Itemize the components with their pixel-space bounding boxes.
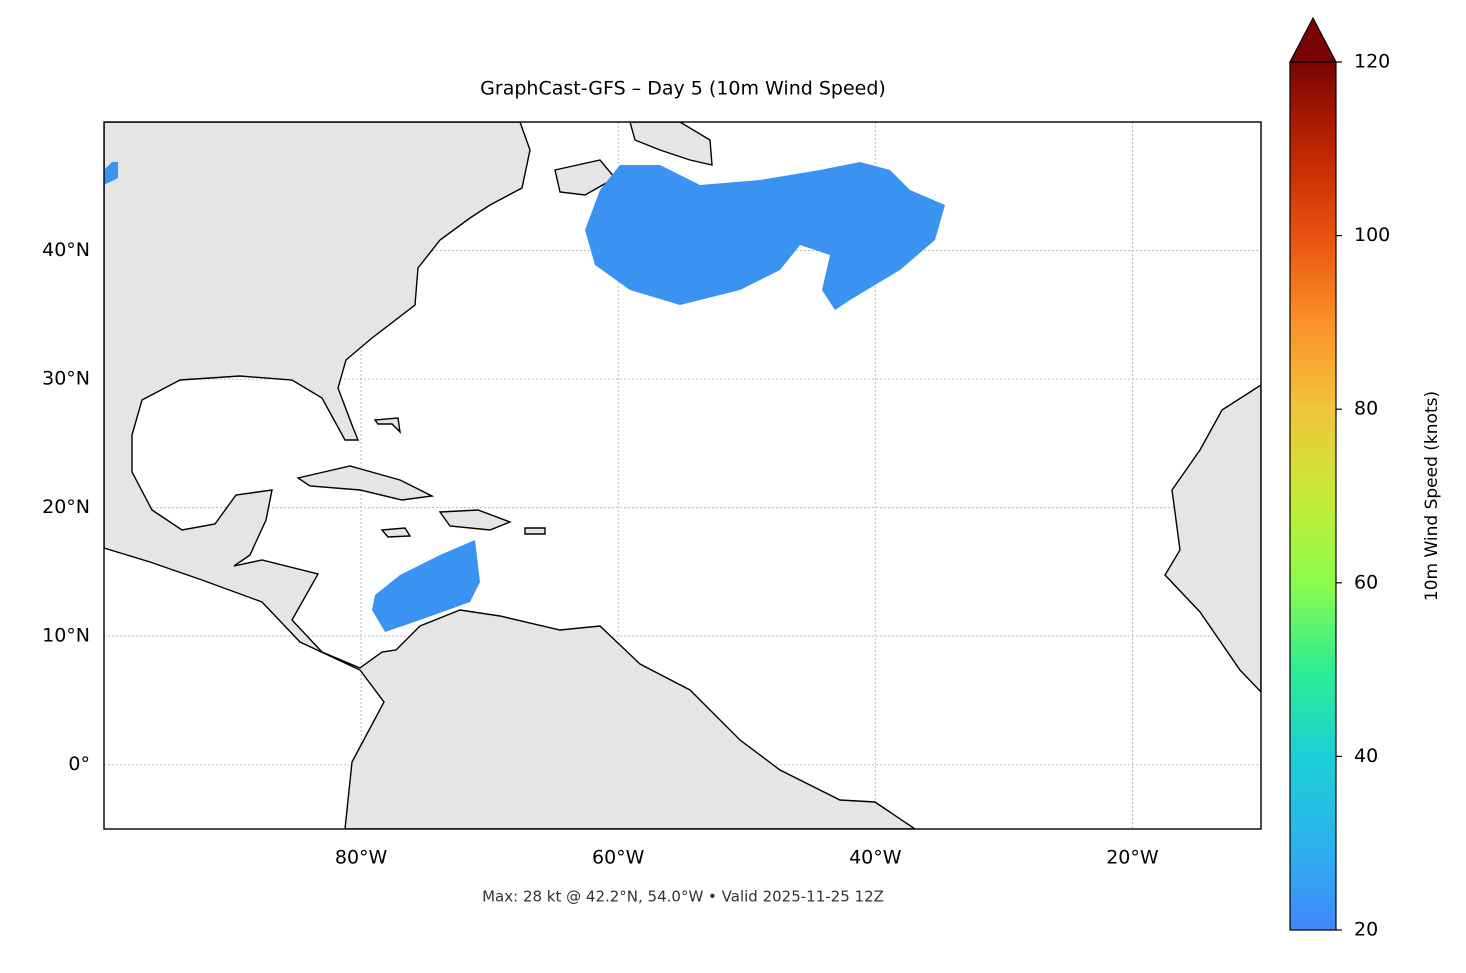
colorbar-tick-label: 80 — [1354, 398, 1378, 420]
wind-area — [372, 540, 480, 632]
lat-tick-label: 40°N — [42, 239, 90, 261]
footer: Max: 28 kt @ 42.2°N, 54.0°W • Valid 2025… — [482, 888, 884, 906]
lat-tick-label: 20°N — [42, 496, 90, 518]
colorbar-tick-label: 60 — [1354, 571, 1378, 593]
newfoundland — [554, 159, 617, 196]
wind-area — [104, 162, 118, 185]
map-frame — [103, 121, 1262, 830]
colorbar-tick-label: 120 — [1354, 51, 1390, 73]
bahamas — [373, 417, 401, 434]
map-title: GraphCast-GFS – Day 5 (10m Wind Speed) — [480, 78, 886, 100]
colorbar: 10m Wind Speed (knots) 20 40 60 80 100 120 — [1289, 16, 1442, 941]
puerto-rico — [524, 527, 546, 535]
jamaica — [380, 527, 412, 538]
lat-tick-label: 0° — [68, 753, 90, 775]
cuba — [296, 465, 435, 501]
wind-area — [585, 162, 945, 310]
hispaniola — [438, 509, 512, 531]
lon-tick-label: 80°W — [335, 847, 388, 869]
lon-tick-label: 60°W — [592, 847, 645, 869]
colorbar-tick-label: 20 — [1354, 919, 1378, 941]
colorbar-tick-label: 100 — [1354, 224, 1390, 246]
labrador — [629, 122, 713, 166]
lon-tick-label: 40°W — [849, 847, 902, 869]
lat-tick-label: 30°N — [42, 368, 90, 390]
colorbar-tick-label: 40 — [1354, 745, 1378, 767]
colorbar-label: 10m Wind Speed (knots) — [1422, 391, 1442, 601]
africa — [1164, 384, 1261, 694]
lon-tick-label: 20°W — [1106, 847, 1159, 869]
americas — [104, 122, 917, 829]
lat-tick-label: 10°N — [42, 625, 90, 647]
map-layer — [104, 122, 1261, 829]
